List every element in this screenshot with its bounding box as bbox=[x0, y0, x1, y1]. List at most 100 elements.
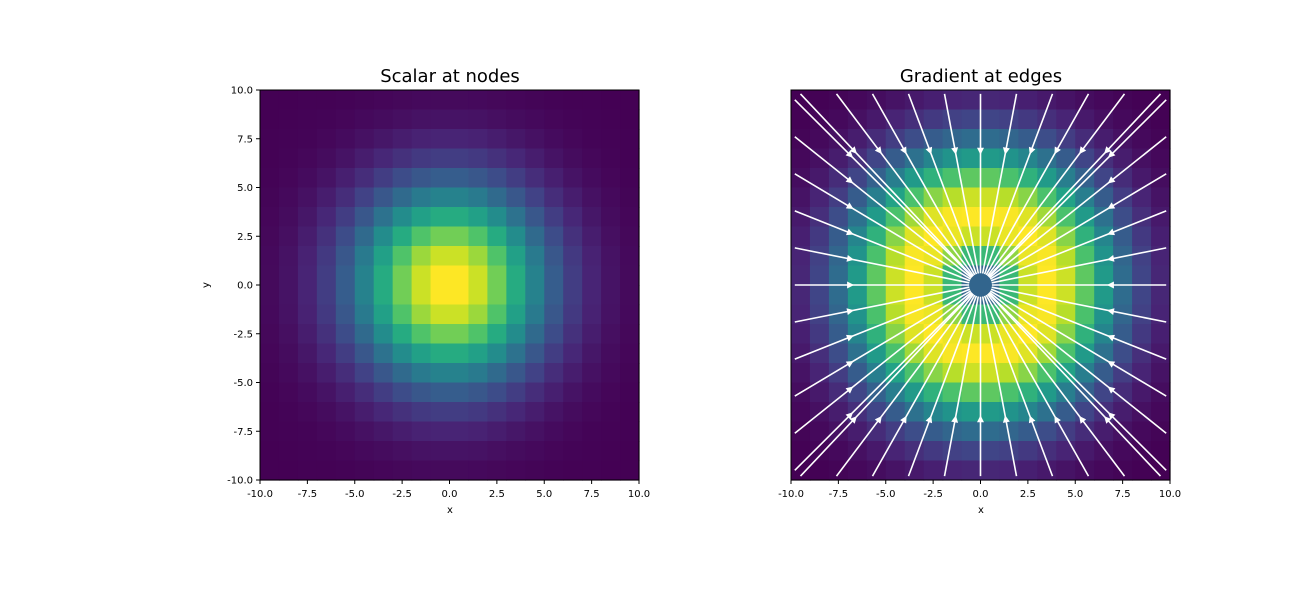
heatmap-cell bbox=[1037, 168, 1057, 189]
heatmap-cell bbox=[620, 285, 640, 306]
heatmap-cell bbox=[487, 168, 507, 189]
heatmap-cell bbox=[525, 226, 545, 247]
heatmap-cell bbox=[260, 90, 280, 111]
streamline bbox=[943, 93, 980, 274]
heatmap-cell bbox=[601, 441, 621, 462]
heatmap-cell bbox=[961, 441, 982, 462]
heatmap-cell bbox=[1056, 382, 1076, 403]
heatmap-cell bbox=[885, 168, 906, 189]
heatmap-cell bbox=[1075, 168, 1095, 189]
heatmap-cell bbox=[791, 402, 811, 423]
heatmap-cell bbox=[620, 226, 640, 247]
heatmap-cell bbox=[449, 148, 470, 169]
heatmap-cell bbox=[980, 402, 1001, 423]
heatmap-cell bbox=[373, 265, 394, 286]
heatmap-cell bbox=[392, 285, 413, 306]
heatmap-cell bbox=[260, 324, 280, 345]
heatmap-cell bbox=[620, 441, 640, 462]
heatmap-cell bbox=[411, 129, 432, 150]
x-tick-label: 10.0 bbox=[628, 489, 650, 500]
heatmap-cell bbox=[373, 285, 394, 306]
heatmap-cell bbox=[1094, 246, 1114, 267]
heatmap-cell bbox=[582, 187, 602, 208]
heatmap-cell bbox=[449, 304, 470, 325]
heatmap-cell bbox=[1075, 363, 1095, 384]
heatmap-cell bbox=[999, 363, 1019, 384]
heatmap-cell bbox=[620, 148, 640, 169]
heatmap-cell bbox=[961, 343, 982, 364]
heatmap-cell bbox=[392, 402, 413, 423]
heatmap-cell bbox=[373, 168, 394, 189]
streamline bbox=[989, 173, 1167, 280]
heatmap-cell bbox=[942, 441, 963, 462]
heatmap-cell bbox=[828, 421, 849, 442]
heatmap-cell bbox=[999, 129, 1019, 150]
heatmap-cell bbox=[487, 129, 507, 150]
heatmap-cell bbox=[544, 90, 564, 111]
heatmap-cell bbox=[544, 421, 564, 442]
heatmap-cell bbox=[316, 421, 337, 442]
heatmap-cell bbox=[260, 109, 280, 130]
heatmap-cell bbox=[392, 148, 413, 169]
heatmap-cell bbox=[316, 460, 337, 481]
heatmap-cell bbox=[563, 187, 583, 208]
streamline-arrow bbox=[849, 416, 857, 424]
heatmap-cell bbox=[582, 90, 602, 111]
streamline-arrow bbox=[1054, 415, 1061, 424]
heatmap-cell bbox=[1113, 421, 1133, 442]
heatmap-cell bbox=[999, 168, 1019, 189]
heatmap-cell bbox=[487, 207, 507, 228]
heatmap-cell bbox=[278, 343, 299, 364]
heatmap-cell bbox=[961, 421, 982, 442]
heatmap-cell bbox=[449, 421, 470, 442]
streamline-arrow bbox=[1107, 334, 1115, 342]
heatmap-cell bbox=[1132, 148, 1152, 169]
heatmap-cell bbox=[1132, 382, 1152, 403]
streamline-arrow bbox=[846, 255, 854, 262]
heatmap-cell bbox=[411, 285, 432, 306]
heatmap-cell bbox=[1056, 168, 1076, 189]
heatmap-cell bbox=[582, 421, 602, 442]
heatmap-cell bbox=[563, 343, 583, 364]
heatmap-cell bbox=[278, 148, 299, 169]
heatmap-cell bbox=[506, 402, 526, 423]
heatmap-cell bbox=[904, 382, 925, 403]
heatmap-cell bbox=[601, 285, 621, 306]
heatmap-cell bbox=[791, 460, 811, 481]
heatmap-cell bbox=[828, 90, 849, 111]
heatmap-cell bbox=[1151, 363, 1171, 384]
heatmap-cell bbox=[1056, 246, 1076, 267]
heatmap-cell bbox=[1132, 324, 1152, 345]
streamline-arrow bbox=[1107, 386, 1116, 394]
streamline bbox=[986, 293, 1126, 477]
heatmap-cell bbox=[316, 148, 337, 169]
heatmap-cell bbox=[866, 207, 887, 228]
heatmap-cell bbox=[904, 168, 925, 189]
heatmap-cell bbox=[563, 168, 583, 189]
heatmap-cell bbox=[297, 421, 318, 442]
heatmap-cell bbox=[316, 343, 337, 364]
heatmap-cell bbox=[430, 441, 451, 462]
heatmap-cell bbox=[1037, 441, 1057, 462]
heatmap-cell bbox=[980, 109, 1001, 130]
heatmap-cell bbox=[1132, 226, 1152, 247]
left-y-ticks: 10.0 7.5 5.0 2.5 0.0 -2.5 -5.0 -7.5 -10.0 bbox=[227, 86, 260, 487]
heatmap-cell bbox=[544, 343, 564, 364]
heatmap-cell bbox=[1056, 285, 1076, 306]
heatmap-cell bbox=[791, 148, 811, 169]
heatmap-cell bbox=[468, 187, 488, 208]
heatmap-cell bbox=[582, 109, 602, 130]
heatmap-cell bbox=[1132, 441, 1152, 462]
heatmap-cell bbox=[1094, 129, 1114, 150]
heatmap-cell bbox=[525, 441, 545, 462]
heatmap-cell bbox=[885, 460, 906, 481]
heatmap-cell bbox=[961, 90, 982, 111]
heatmap-cell bbox=[791, 421, 811, 442]
y-tick-label: 5.0 bbox=[237, 183, 253, 194]
x-tick-label: -5.0 bbox=[876, 489, 896, 500]
heatmap-cell bbox=[449, 460, 470, 481]
heatmap-cell bbox=[791, 285, 811, 306]
x-tick-label: 2.5 bbox=[489, 489, 505, 500]
heatmap-cell bbox=[828, 402, 849, 423]
heatmap-cell bbox=[430, 304, 451, 325]
